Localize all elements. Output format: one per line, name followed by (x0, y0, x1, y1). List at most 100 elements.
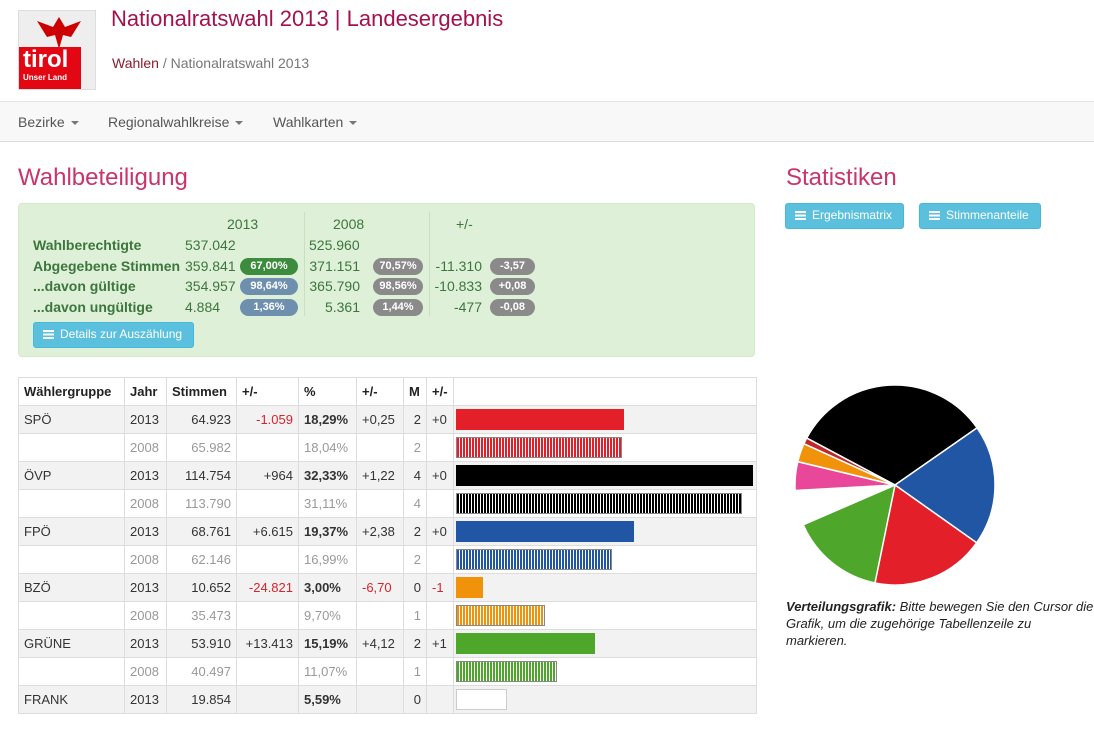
cell (356, 489, 404, 518)
bar-cell (452, 517, 757, 546)
cell: +13.413 (236, 629, 299, 658)
badge: 98,56% (373, 278, 423, 295)
cell: 35.473 (166, 601, 237, 630)
cell: 2 (403, 405, 427, 434)
cell: 114.754 (166, 461, 237, 490)
button[interactable]: Stimmenanteile (919, 203, 1041, 229)
column-header: +/- (236, 377, 299, 406)
cell: 4 (403, 461, 427, 490)
table-row[interactable]: GRÜNE 2013 53.910 +13.413 15,19% +4,12 2 +1 (18, 629, 757, 658)
cell (236, 685, 299, 714)
bar-cell (452, 685, 757, 714)
column-header: Wählergruppe (18, 377, 125, 406)
cell: 11,07% (298, 657, 357, 686)
row-label: Wahlberechtigte (33, 237, 142, 253)
pie-chart[interactable] (790, 380, 1000, 590)
cell (356, 657, 404, 686)
cell: +1,22 (356, 461, 404, 490)
cell: 68.761 (166, 517, 237, 546)
table-row[interactable]: 2008 65.982 18,04% 2 (18, 433, 757, 462)
cell: 16,99% (298, 545, 357, 574)
turnout-box: 2013 2008 +/- Wahlberechtigte 537.042 525.960… (18, 203, 755, 357)
nav-item[interactable]: Bezirke (18, 114, 79, 130)
row-label: ...davon ungültige (33, 298, 153, 315)
cell: 19,37% (298, 517, 357, 546)
cell: 2008 (124, 433, 167, 462)
nav-item[interactable]: Wahlkarten (273, 114, 358, 130)
bar (455, 549, 612, 570)
cell: +6.615 (236, 517, 299, 546)
nav-label: Wahlkarten (273, 114, 344, 130)
bar (455, 409, 624, 430)
cell (236, 545, 299, 574)
pie-slice (802, 483, 897, 584)
cell (236, 433, 299, 462)
page-title: Nationalratswahl 2013 | Landesergebnis (111, 6, 504, 31)
cell: 18,04% (298, 433, 357, 462)
row-label: ...davon gültige (33, 278, 136, 294)
table-row[interactable]: 2008 40.497 11,07% 1 (18, 657, 757, 686)
bar (455, 661, 558, 682)
cell (426, 545, 454, 574)
table-row[interactable]: FRANK 2013 19.854 5,59% 0 (18, 685, 757, 714)
cell: -1.059 (236, 405, 299, 434)
badge: 98,64% (240, 278, 298, 295)
cell: +2,38 (356, 517, 404, 546)
cell: 65.982 (166, 433, 237, 462)
cell: 2008 (124, 601, 167, 630)
cell: 64.923 (166, 405, 237, 434)
bar-cell (452, 489, 757, 518)
bar-cell (452, 601, 757, 630)
table-row[interactable]: ÖVP 2013 114.754 +964 32,33% +1,22 4 +0 (18, 461, 757, 490)
value: 4.884 (185, 298, 221, 315)
table-row[interactable]: 2008 113.790 31,11% 4 (18, 489, 757, 518)
cell: BZÖ (18, 573, 125, 602)
separator (304, 212, 305, 316)
table-row[interactable]: 2008 62.146 16,99% 2 (18, 545, 757, 574)
cell (18, 545, 125, 574)
cell: 2 (403, 433, 427, 462)
button[interactable]: Ergebnismatrix (785, 203, 904, 229)
cell (356, 545, 404, 574)
cell: 53.910 (166, 629, 237, 658)
cell (18, 657, 125, 686)
cell: -6,70 (356, 573, 404, 602)
logo[interactable]: tirol Unser Land (18, 10, 96, 90)
table-row[interactable]: BZÖ 2013 10.652 -24.821 3,00% -6,70 0 -1 (18, 573, 757, 602)
bar (455, 605, 545, 626)
value: -10.833 (434, 278, 482, 294)
value: 365.790 (309, 278, 360, 294)
crumb-current: Nationalratswahl 2013 (170, 55, 310, 71)
cell: +0 (426, 461, 454, 490)
column-header: +/- (456, 216, 473, 232)
nav-label: Regionalwahlkreise (108, 114, 230, 130)
cell: 2013 (124, 573, 167, 602)
badge: 67,00% (240, 257, 298, 275)
cell (426, 657, 454, 686)
nav-item[interactable]: Regionalwahlkreise (108, 114, 244, 130)
cell: +964 (236, 461, 299, 490)
table-row[interactable]: 2008 35.473 9,70% 1 (18, 601, 757, 630)
column-header: 2013 (227, 216, 259, 232)
value: 537.042 (185, 237, 236, 253)
bar-cell (452, 545, 757, 574)
value: -477 (453, 298, 482, 315)
button-label: Stimmenanteile (946, 208, 1029, 222)
cell: SPÖ (18, 405, 125, 434)
icon (43, 330, 54, 339)
cell: 2013 (124, 517, 167, 546)
badge: 1,44% (373, 298, 423, 316)
cell: +0 (426, 517, 454, 546)
bar (455, 493, 742, 514)
cell (356, 433, 404, 462)
bar (455, 689, 507, 710)
bar (455, 577, 484, 598)
bar-cell (452, 461, 757, 490)
section-heading: Statistiken (786, 164, 897, 191)
cell (236, 489, 299, 518)
table-row[interactable]: FPÖ 2013 68.761 +6.615 19,37% +2,38 2 +0 (18, 517, 757, 546)
button[interactable]: Details zur Auszählung (33, 322, 194, 348)
badge: -0,08 (490, 298, 535, 316)
crumb-link[interactable]: Wahlen (112, 55, 159, 71)
table-row[interactable]: SPÖ 2013 64.923 -1.059 18,29% +0,25 2 +0 (18, 405, 757, 434)
